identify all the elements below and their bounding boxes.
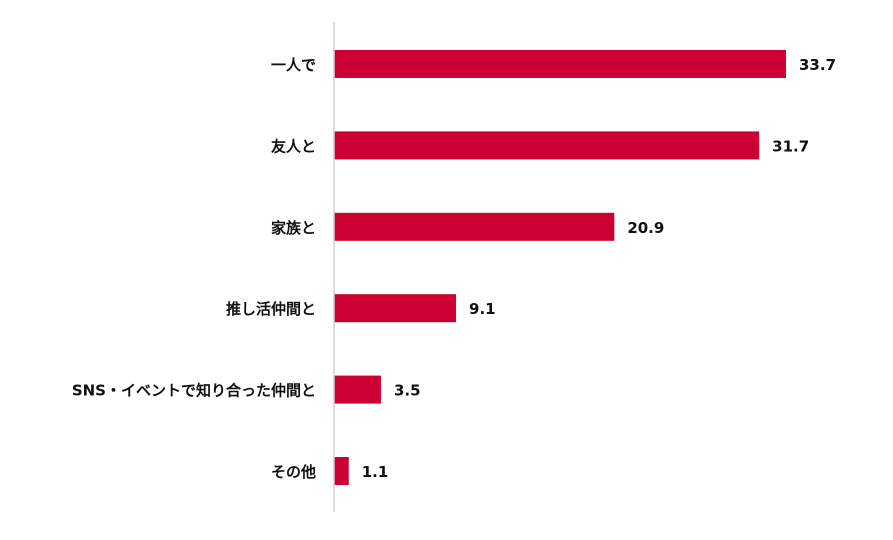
value-label: 9.1 <box>469 300 496 318</box>
value-label: 20.9 <box>627 219 664 237</box>
category-label: 一人で <box>271 56 316 74</box>
category-label: 家族と <box>271 219 316 237</box>
category-label: 友人と <box>271 137 316 155</box>
bar <box>334 50 786 78</box>
value-label: 1.1 <box>362 463 389 481</box>
bar <box>334 131 760 160</box>
bar <box>334 212 615 241</box>
value-label: 3.5 <box>394 382 421 400</box>
category-label: 推し活仲間と <box>226 300 316 318</box>
bar <box>334 375 381 404</box>
value-label: 31.7 <box>772 137 809 155</box>
bar <box>334 294 457 323</box>
bar <box>334 457 349 485</box>
category-label: SNS・イベントで知り合った仲間と <box>72 382 316 400</box>
category-label: その他 <box>271 463 316 481</box>
value-label: 33.7 <box>799 56 836 74</box>
